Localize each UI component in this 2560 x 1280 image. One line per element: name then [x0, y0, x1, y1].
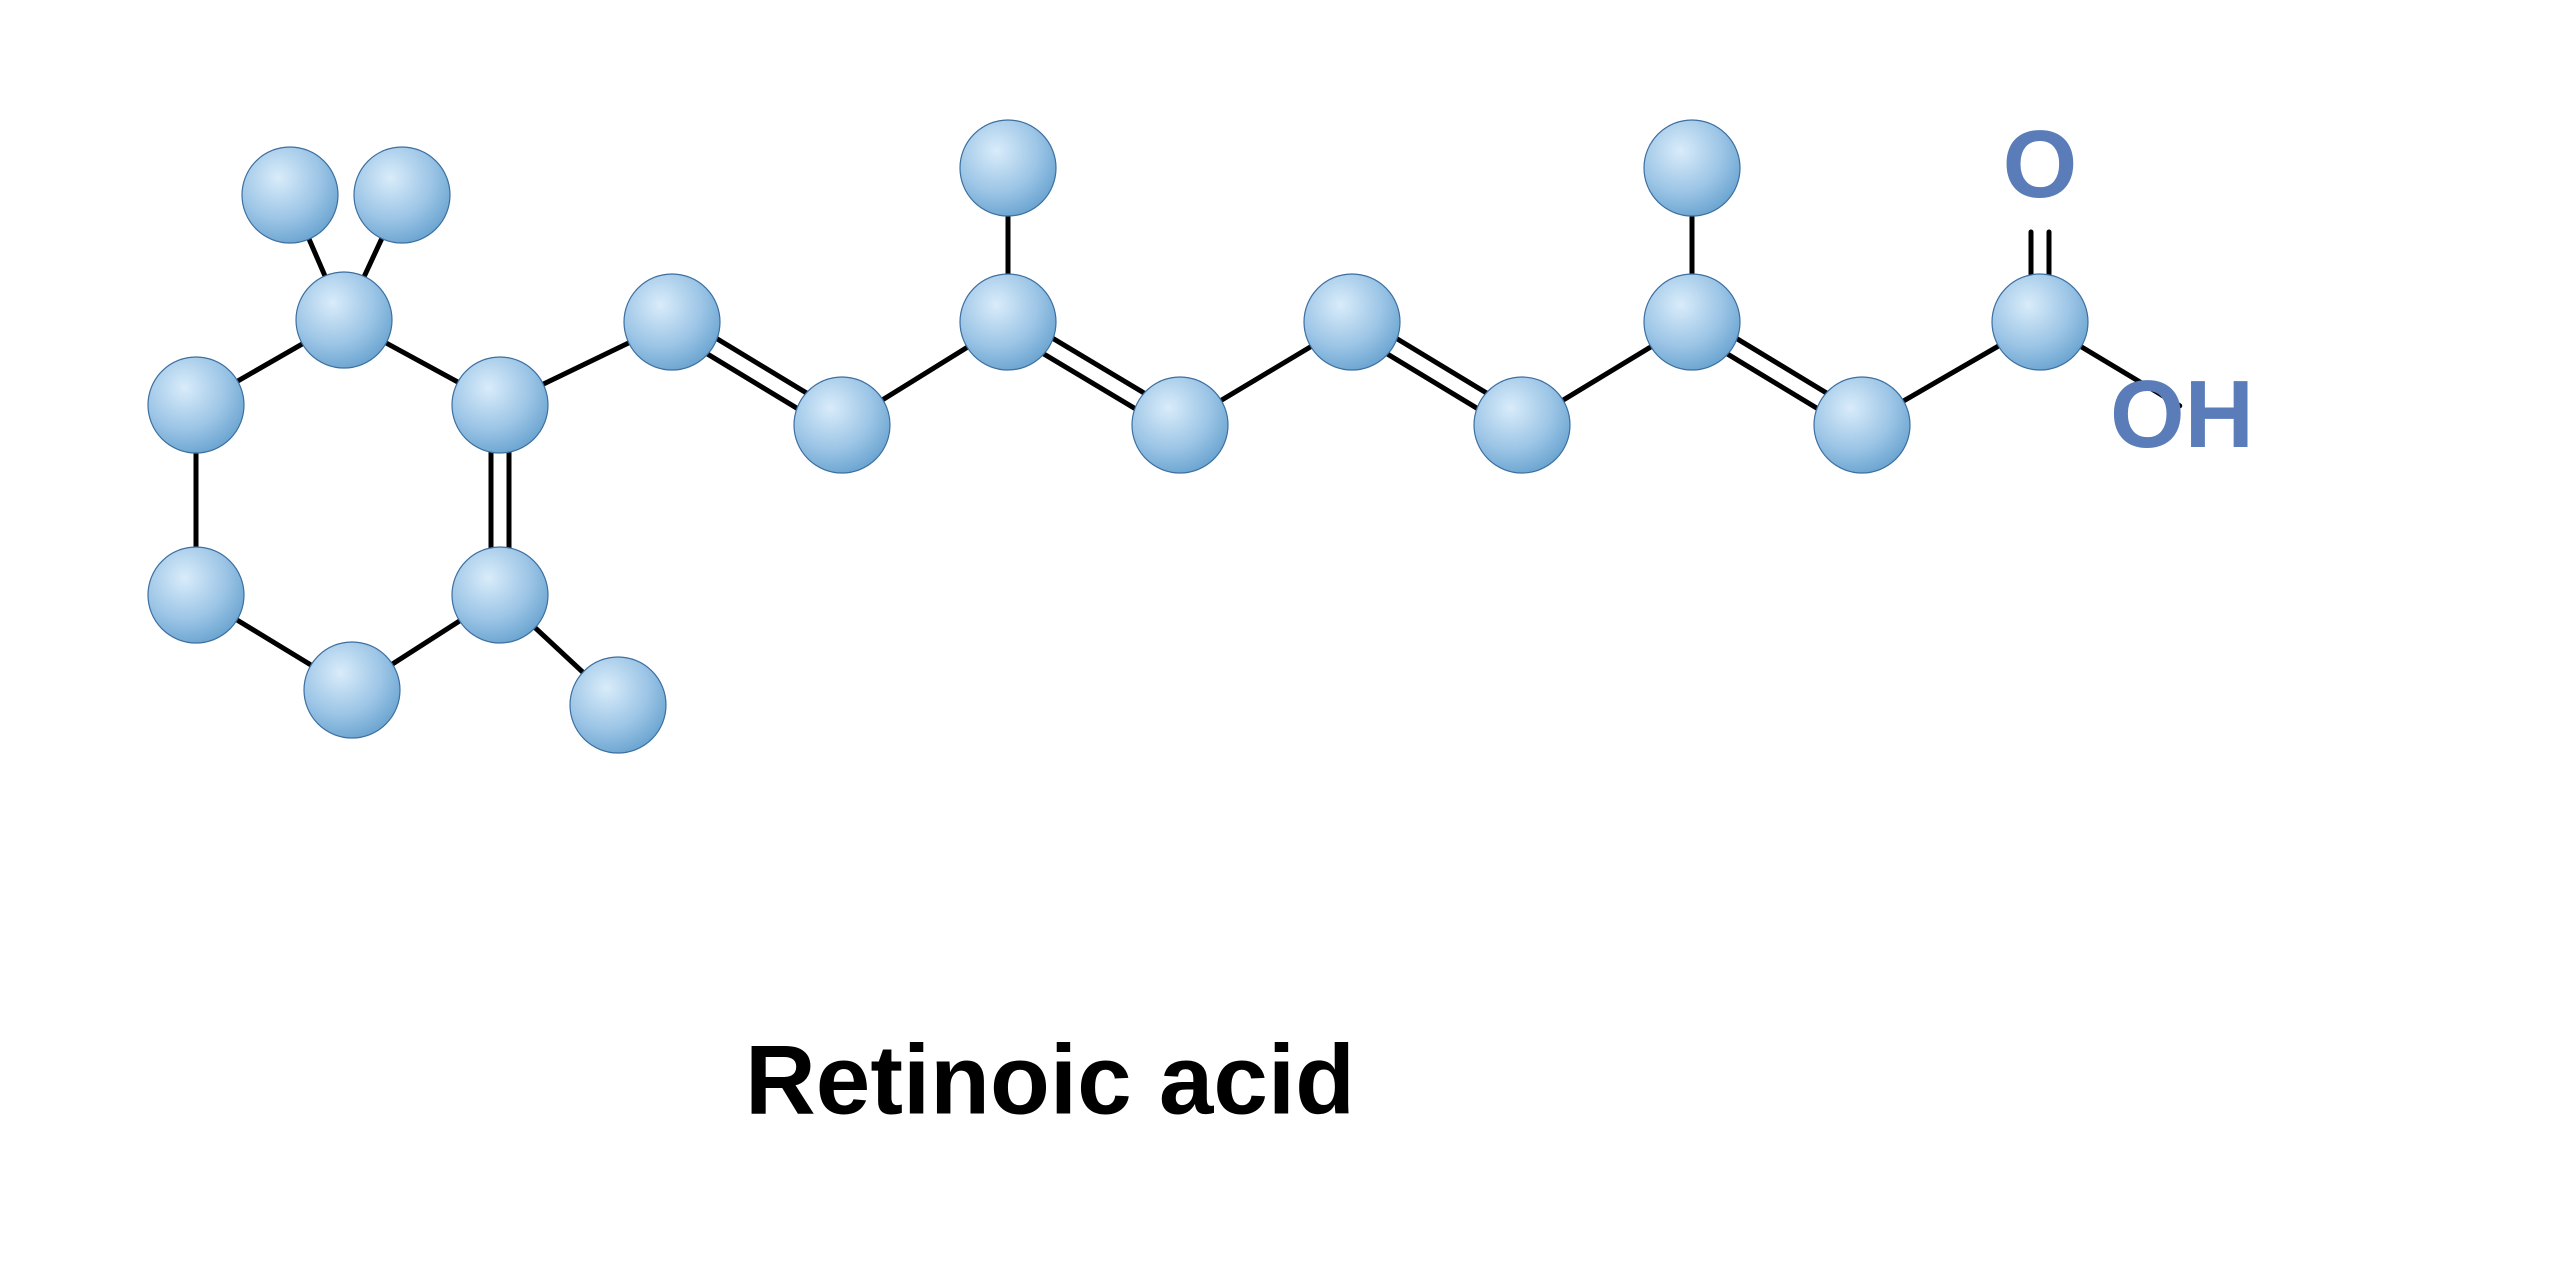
atom-label-O_dbl: O: [2003, 110, 2078, 220]
atom-sphere: [794, 377, 890, 473]
atom-sphere: [148, 357, 244, 453]
atom-sphere: [570, 657, 666, 753]
atom-sphere: [960, 120, 1056, 216]
atom-sphere: [1814, 377, 1910, 473]
atom-label-OH: OH: [2110, 360, 2254, 470]
molecule-figure: Retinoic acid O OH: [0, 0, 2560, 1280]
atom-sphere: [452, 357, 548, 453]
atom-sphere: [1474, 377, 1570, 473]
figure-title: Retinoic acid: [745, 1024, 1355, 1137]
atom-sphere: [1304, 274, 1400, 370]
atom-sphere: [1992, 274, 2088, 370]
atom-sphere: [1132, 377, 1228, 473]
atom-sphere: [624, 274, 720, 370]
atom-sphere: [354, 147, 450, 243]
atom-sphere: [148, 547, 244, 643]
atom-sphere: [304, 642, 400, 738]
atom-sphere: [242, 147, 338, 243]
atom-sphere: [296, 272, 392, 368]
atom-sphere: [960, 274, 1056, 370]
atom-sphere: [452, 547, 548, 643]
atom-sphere: [1644, 120, 1740, 216]
atom-sphere: [1644, 274, 1740, 370]
